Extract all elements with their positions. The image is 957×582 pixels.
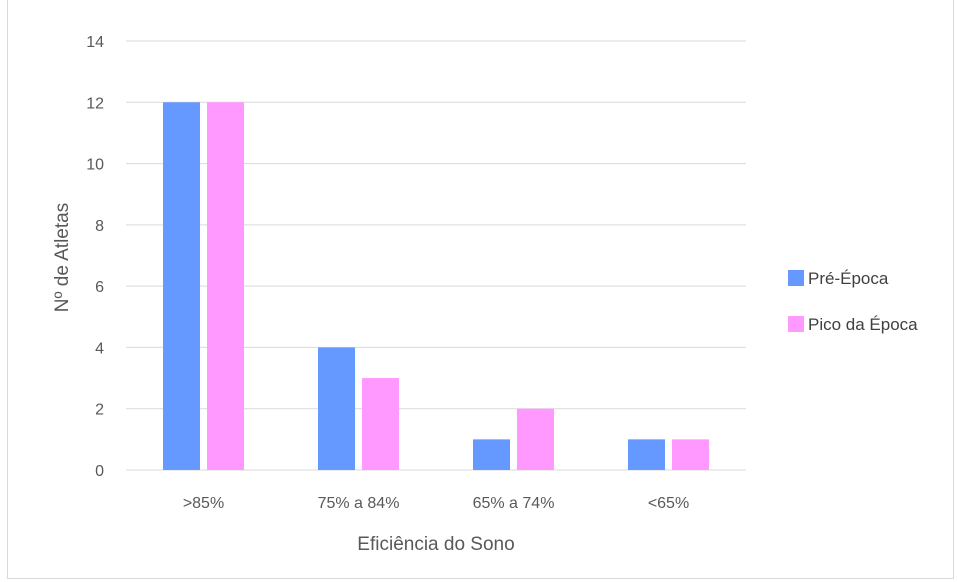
bar-pre-epoca <box>163 102 200 471</box>
y-tick-labels: 0 2 4 6 8 10 12 14 <box>86 34 104 480</box>
legend-label: Pico da Época <box>808 315 918 334</box>
legend: Pré-Época Pico da Época <box>788 269 918 334</box>
bar-pico-da-epoca <box>517 408 554 470</box>
bar-pico-da-epoca <box>362 378 399 470</box>
bar-pre-epoca <box>628 439 665 470</box>
legend-swatch <box>788 316 804 332</box>
x-tick-labels: >85% 75% a 84% 65% a 74% <65% <box>183 495 689 512</box>
y-axis-title: Nº de Atletas <box>52 203 73 312</box>
y-tick-label: 6 <box>95 279 104 296</box>
y-tick-label: 0 <box>95 463 104 480</box>
bars <box>163 102 709 471</box>
x-tick-label: <65% <box>648 495 689 512</box>
x-axis-title: Eficiência do Sono <box>357 534 514 555</box>
y-tick-label: 4 <box>95 340 104 357</box>
y-tick-label: 8 <box>95 218 104 235</box>
bar-pre-epoca <box>473 439 510 470</box>
y-tick-label: 2 <box>95 402 104 419</box>
bar-pre-epoca <box>318 347 355 470</box>
legend-swatch <box>788 270 804 286</box>
legend-label: Pré-Época <box>808 269 889 288</box>
x-tick-label: 65% a 74% <box>473 495 555 512</box>
bar-pico-da-epoca <box>672 439 709 470</box>
y-tick-label: 12 <box>86 95 104 112</box>
x-tick-label: >85% <box>183 495 224 512</box>
x-tick-label: 75% a 84% <box>318 495 400 512</box>
bar-pico-da-epoca <box>207 102 244 471</box>
y-tick-label: 10 <box>86 157 104 174</box>
y-tick-label: 14 <box>86 34 104 51</box>
